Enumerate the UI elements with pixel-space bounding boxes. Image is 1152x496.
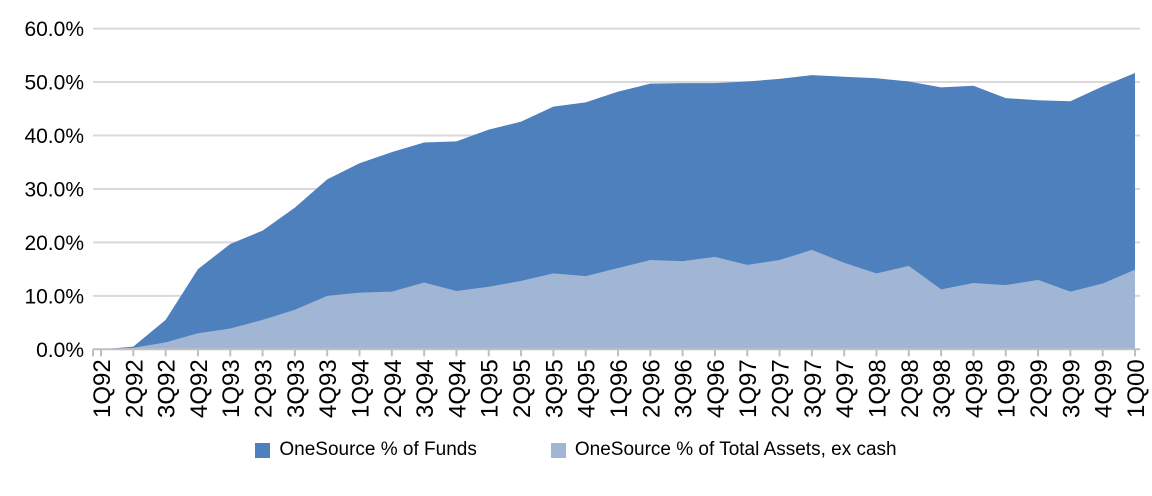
x-tick-label: 2Q98 bbox=[897, 359, 924, 418]
x-tick-label: 1Q93 bbox=[218, 359, 245, 418]
legend: OneSource % of Funds OneSource % of Tota… bbox=[0, 438, 1152, 462]
x-tick-label: 4Q96 bbox=[703, 359, 730, 418]
y-tick-label: 0.0% bbox=[36, 339, 84, 362]
x-tick-label: 2Q92 bbox=[121, 359, 148, 418]
x-tick-label: 4Q93 bbox=[315, 359, 342, 418]
y-tick-label: 60.0% bbox=[24, 18, 84, 41]
x-tick-label: 3Q97 bbox=[800, 359, 827, 418]
x-tick-label: 2Q97 bbox=[768, 359, 795, 418]
x-tick-label: 2Q99 bbox=[1026, 359, 1053, 418]
y-tick-label: 20.0% bbox=[24, 232, 84, 255]
x-tick-label: 3Q92 bbox=[154, 359, 181, 418]
x-tick-label: 4Q94 bbox=[444, 359, 471, 418]
x-tick-label: 4Q97 bbox=[832, 359, 859, 418]
x-tick-label: 3Q96 bbox=[671, 359, 698, 418]
x-tick-label: 3Q94 bbox=[412, 359, 439, 418]
x-tick-label: 3Q95 bbox=[541, 359, 568, 418]
y-tick-label: 40.0% bbox=[24, 125, 84, 148]
y-tick-label: 50.0% bbox=[24, 72, 84, 95]
x-tick-label: 4Q92 bbox=[186, 359, 213, 418]
x-tick-label: 1Q98 bbox=[865, 359, 892, 418]
legend-item-funds: OneSource % of Funds bbox=[255, 438, 477, 462]
y-tick-label: 10.0% bbox=[24, 285, 84, 308]
x-tick-label: 4Q99 bbox=[1091, 359, 1118, 418]
x-tick-label: 1Q95 bbox=[477, 359, 504, 418]
legend-swatch-total-assets-icon bbox=[550, 442, 566, 458]
x-tick-label: 4Q95 bbox=[574, 359, 601, 418]
plot-area: 0.0%10.0%20.0%30.0%40.0%50.0%60.0%1Q92 2Q… bbox=[24, 18, 1150, 418]
legend-label-funds: OneSource % of Funds bbox=[279, 439, 477, 460]
x-tick-label: 2Q93 bbox=[251, 359, 278, 418]
x-tick-label: 1Q92 bbox=[89, 359, 116, 418]
x-tick-label: 2Q96 bbox=[638, 359, 665, 418]
x-tick-label: 1Q00 bbox=[1123, 359, 1150, 418]
y-tick-label: 30.0% bbox=[24, 178, 84, 201]
legend-label-total-assets: OneSource % of Total Assets, ex cash bbox=[574, 439, 897, 460]
x-tick-label: 2Q95 bbox=[509, 359, 536, 418]
area-series-1 bbox=[101, 249, 1135, 350]
legend-swatch-funds-icon bbox=[255, 442, 271, 458]
x-tick-label: 1Q99 bbox=[994, 359, 1021, 418]
x-tick-label: 1Q97 bbox=[735, 359, 762, 418]
x-tick-label: 3Q98 bbox=[929, 359, 956, 418]
legend-item-total-assets: OneSource % of Total Assets, ex cash bbox=[550, 438, 897, 462]
x-tick-label: 4Q98 bbox=[961, 359, 988, 418]
x-tick-label: 3Q99 bbox=[1058, 359, 1085, 418]
x-tick-label: 1Q94 bbox=[348, 359, 375, 418]
x-tick-label: 2Q94 bbox=[380, 359, 407, 418]
x-tick-label: 3Q93 bbox=[283, 359, 310, 418]
x-tick-label: 1Q96 bbox=[606, 359, 633, 418]
